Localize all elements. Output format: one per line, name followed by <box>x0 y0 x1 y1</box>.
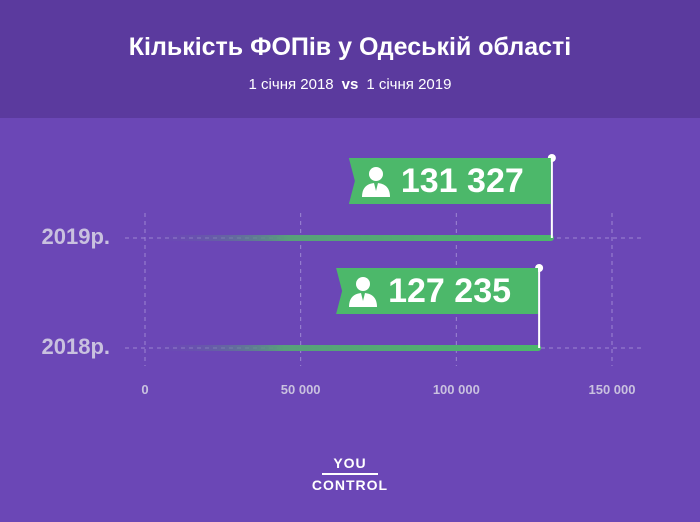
header-band: Кількість ФОПів у Одеській області 1 січ… <box>0 0 700 118</box>
value-flag-1: 127 235 <box>336 268 539 314</box>
x-tick-label: 50 000 <box>280 382 321 397</box>
subtitle-vs: vs <box>341 76 359 93</box>
value-flag-0: 131 327 <box>348 158 551 204</box>
chart-area <box>125 154 645 366</box>
chart-title: Кількість ФОПів у Одеській області <box>128 33 572 61</box>
youcontrol-logo: YOU CONTROL <box>310 455 390 493</box>
bar-0 <box>145 235 554 241</box>
logo-top: YOU <box>322 455 378 475</box>
logo-bottom: CONTROL <box>311 477 389 493</box>
value-label: 127 235 <box>388 271 512 310</box>
chart-subtitle: 1 січня 2018 vs 1 січня 2019 <box>0 76 700 93</box>
person-icon <box>349 277 378 307</box>
x-tick-label: 0 <box>141 382 149 397</box>
subtitle-date-2019: 1 січня 2019 <box>366 76 452 93</box>
category-label: 2019р. <box>41 224 111 249</box>
category-label: 2018р. <box>41 334 111 359</box>
x-tick-label: 150 000 <box>588 382 636 397</box>
value-label: 131 327 <box>400 161 524 200</box>
person-icon <box>361 167 390 197</box>
subtitle-date-2018: 1 січня 2018 <box>248 76 334 93</box>
bar-1 <box>145 345 542 351</box>
x-tick-label: 100 000 <box>432 382 480 397</box>
